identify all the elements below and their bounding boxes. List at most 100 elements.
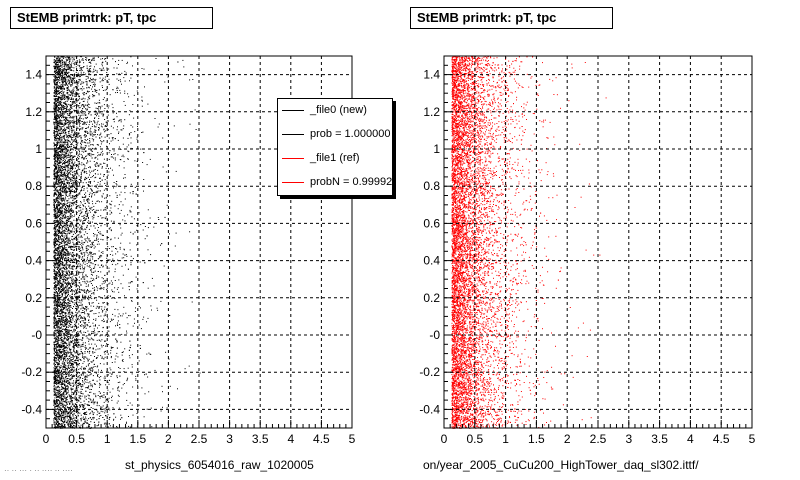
- scatter-point: [64, 189, 66, 191]
- scatter-point: [137, 384, 139, 386]
- scatter-point: [62, 245, 64, 246]
- scatter-point: [102, 153, 104, 155]
- scatter-point: [110, 167, 111, 169]
- scatter-point: [126, 63, 128, 64]
- scatter-point: [67, 251, 69, 253]
- scatter-point: [94, 66, 95, 68]
- scatter-point: [62, 409, 63, 410]
- scatter-point: [68, 227, 69, 229]
- scatter-point: [89, 121, 91, 123]
- scatter-point: [91, 298, 93, 300]
- scatter-point: [68, 185, 70, 187]
- scatter-point: [60, 416, 62, 418]
- scatter-point: [65, 359, 67, 361]
- scatter-point: [77, 85, 79, 87]
- scatter-point: [84, 403, 86, 405]
- scatter-point: [59, 382, 60, 384]
- scatter-point: [82, 312, 83, 313]
- scatter-point: [60, 216, 62, 218]
- scatter-point: [74, 201, 76, 203]
- scatter-point: [103, 401, 105, 403]
- scatter-point: [107, 414, 109, 416]
- scatter-point: [69, 317, 71, 318]
- scatter-point: [62, 274, 64, 276]
- scatter-point: [119, 248, 121, 250]
- scatter-point: [59, 250, 61, 252]
- scatter-point: [112, 254, 114, 256]
- scatter-point: [117, 316, 119, 318]
- scatter-point: [60, 109, 62, 111]
- scatter-point: [90, 127, 92, 129]
- scatter-point: [66, 305, 68, 307]
- scatter-point: [59, 204, 61, 205]
- scatter-point: [67, 163, 69, 165]
- scatter-point: [54, 135, 56, 137]
- scatter-point: [61, 94, 63, 96]
- scatter-point: [67, 383, 69, 385]
- scatter-point: [62, 325, 64, 327]
- scatter-point: [81, 307, 83, 309]
- scatter-point: [90, 277, 92, 279]
- scatter-point: [66, 87, 68, 89]
- scatter-point: [93, 244, 95, 246]
- scatter-point: [69, 120, 71, 122]
- scatter-point: [60, 107, 62, 109]
- scatter-point: [89, 316, 90, 318]
- scatter-point: [71, 196, 73, 198]
- scatter-point: [57, 238, 59, 240]
- scatter-point: [151, 309, 152, 311]
- scatter-point: [74, 300, 76, 301]
- scatter-point: [81, 303, 83, 305]
- scatter-point: [132, 325, 134, 327]
- scatter-point: [96, 184, 98, 186]
- scatter-point: [61, 236, 63, 237]
- scatter-point: [73, 331, 75, 333]
- scatter-point: [95, 202, 97, 204]
- scatter-point: [124, 119, 126, 121]
- scatter-point: [81, 67, 83, 69]
- scatter-point: [97, 56, 99, 58]
- scatter-point: [99, 163, 101, 165]
- scatter-point: [107, 406, 109, 408]
- scatter-point: [92, 400, 94, 402]
- scatter-point: [82, 381, 84, 383]
- scatter-point: [68, 218, 70, 220]
- scatter-point: [165, 171, 167, 173]
- scatter-point: [97, 191, 99, 193]
- scatter-point: [66, 106, 68, 107]
- scatter-point: [60, 75, 62, 77]
- scatter-point: [64, 266, 66, 268]
- scatter-point: [56, 96, 58, 97]
- scatter-point: [63, 394, 65, 396]
- scatter-point: [74, 259, 76, 260]
- scatter-point: [69, 69, 71, 71]
- scatter-point: [80, 121, 82, 123]
- scatter-point: [68, 66, 70, 68]
- scatter-point: [68, 79, 70, 81]
- scatter-point: [118, 313, 120, 315]
- scatter-point: [67, 352, 69, 354]
- scatter-point: [88, 352, 90, 354]
- scatter-point: [62, 302, 64, 304]
- scatter-point: [57, 343, 59, 344]
- scatter-point: [60, 95, 62, 97]
- scatter-point: [63, 311, 65, 313]
- scatter-point: [67, 288, 69, 290]
- scatter-point: [61, 74, 63, 76]
- scatter-point: [72, 392, 74, 393]
- scatter-point: [80, 98, 82, 100]
- scatter-point: [75, 61, 77, 63]
- scatter-point: [76, 186, 78, 188]
- scatter-point: [89, 166, 91, 168]
- scatter-point: [84, 252, 86, 254]
- scatter-point: [129, 242, 131, 244]
- scatter-point: [70, 101, 71, 102]
- scatter-point: [63, 159, 64, 161]
- scatter-point: [68, 120, 70, 122]
- scatter-point: [99, 384, 101, 386]
- scatter-point: [54, 383, 56, 385]
- scatter-point: [71, 191, 73, 193]
- scatter-point: [58, 268, 60, 270]
- scatter-point: [86, 226, 88, 228]
- scatter-point: [61, 235, 63, 237]
